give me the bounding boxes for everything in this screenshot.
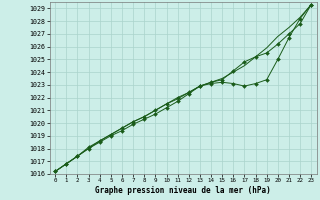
X-axis label: Graphe pression niveau de la mer (hPa): Graphe pression niveau de la mer (hPa) (95, 186, 271, 195)
